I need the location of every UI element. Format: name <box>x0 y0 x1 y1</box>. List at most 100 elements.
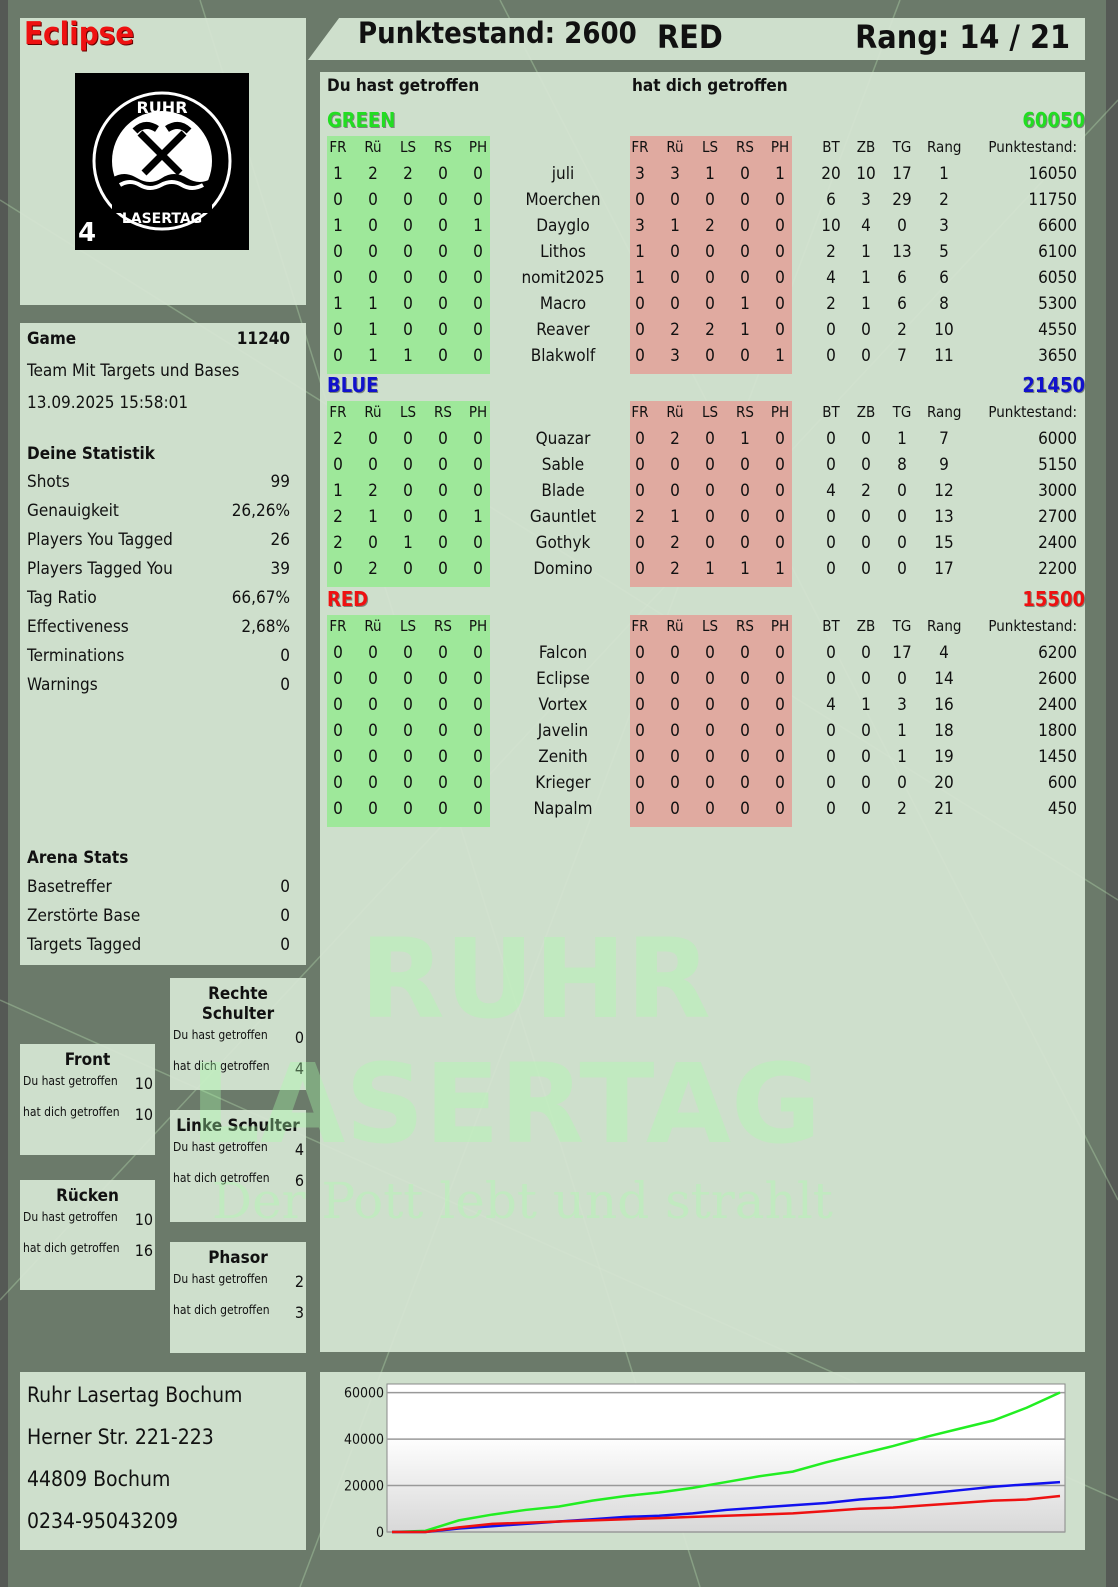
stat-cell: 0 <box>897 559 907 579</box>
zone-hit-label: Du hast getroffen <box>23 1210 118 1224</box>
got-cell: 0 <box>775 799 785 819</box>
hit-cell: 0 <box>403 669 413 689</box>
zone-got-value: 4 <box>294 1059 304 1078</box>
got-cell: 1 <box>705 164 715 184</box>
address-line: Ruhr Lasertag Bochum <box>27 1383 243 1407</box>
column-header: RS <box>434 403 452 421</box>
got-column-bg <box>630 401 792 587</box>
hit-cell: 0 <box>438 669 448 689</box>
hit-cell: 0 <box>438 643 448 663</box>
got-cell: 0 <box>740 164 750 184</box>
player-name-cell: Blade <box>541 481 585 501</box>
score-cell: 2600 <box>1038 669 1077 689</box>
hit-cell: 1 <box>368 507 378 527</box>
score-cell: 11750 <box>1028 190 1077 210</box>
hit-cell: 0 <box>438 695 448 715</box>
stat-cell: 11 <box>934 346 954 366</box>
stat-label: Effectiveness <box>27 617 129 637</box>
score-cell: 6000 <box>1038 429 1077 449</box>
column-header: ZB <box>856 403 876 421</box>
got-cell: 0 <box>775 773 785 793</box>
series-line-0 <box>391 1391 1061 1534</box>
column-header: Punktestand: <box>988 403 1077 421</box>
player-name-cell: Reaver <box>536 320 590 340</box>
hit-cell: 0 <box>368 695 378 715</box>
hit-cell: 1 <box>333 216 343 236</box>
hit-cell: 0 <box>473 320 483 340</box>
column-header: LS <box>399 403 417 421</box>
got-cell: 0 <box>635 294 645 314</box>
arena-value: 0 <box>280 935 290 955</box>
got-section-label: hat dich getroffen <box>632 76 788 96</box>
hit-cell: 0 <box>333 268 343 288</box>
zone-got-label: hat dich getroffen <box>23 1105 120 1119</box>
player-name-cell: Domino <box>533 559 593 579</box>
team-blue-title: BLUE <box>327 373 379 397</box>
column-header: FR <box>329 138 347 156</box>
stat-cell: 0 <box>861 455 871 475</box>
hit-cell: 0 <box>438 190 448 210</box>
hit-cell: 0 <box>368 455 378 475</box>
column-header: RS <box>434 138 452 156</box>
player-team: RED <box>657 18 723 56</box>
player-name-cell: nomit2025 <box>521 268 605 288</box>
arena-label: Basetreffer <box>27 877 112 897</box>
stat-cell: 16 <box>934 695 954 715</box>
hit-cell: 0 <box>438 268 448 288</box>
hit-cell: 0 <box>403 320 413 340</box>
hit-cell: 1 <box>368 320 378 340</box>
stat-cell: 0 <box>861 507 871 527</box>
got-cell: 0 <box>670 799 680 819</box>
stat-cell: 6 <box>897 294 907 314</box>
stat-cell: 12 <box>934 481 954 501</box>
stat-cell: 0 <box>826 429 836 449</box>
got-cell: 1 <box>740 320 750 340</box>
hit-cell: 0 <box>403 429 413 449</box>
stat-cell: 0 <box>826 320 836 340</box>
plot-area <box>386 1383 1066 1533</box>
zone-title: Front <box>64 1050 111 1070</box>
score-cell: 6050 <box>1038 268 1077 288</box>
stat-row: Warnings 0 <box>27 675 290 695</box>
got-cell: 1 <box>775 559 785 579</box>
zone-hit-value: 0 <box>294 1028 304 1047</box>
game-stats-panel <box>20 323 306 965</box>
score-cell: 6100 <box>1038 242 1077 262</box>
hit-cell: 0 <box>438 164 448 184</box>
stat-value: 0 <box>280 675 290 695</box>
hit-cell: 0 <box>438 559 448 579</box>
hit-cell: 0 <box>403 294 413 314</box>
stat-cell: 0 <box>861 320 871 340</box>
stat-cell: 0 <box>826 643 836 663</box>
score-cell: 1800 <box>1038 721 1077 741</box>
watermark-slogan: Der Pott lebt und strahlt <box>212 1172 833 1230</box>
stat-cell: 1 <box>861 294 871 314</box>
column-header: RS <box>736 403 754 421</box>
got-cell: 0 <box>740 346 750 366</box>
zone-got-label: hat dich getroffen <box>23 1241 120 1255</box>
player-name-cell: Zenith <box>538 747 588 767</box>
stat-cell: 3 <box>861 190 871 210</box>
got-cell: 2 <box>705 216 715 236</box>
zone-title: Rechte Schulter <box>201 984 275 1024</box>
hit-cell: 2 <box>333 507 343 527</box>
got-cell: 0 <box>775 190 785 210</box>
stat-cell: 3 <box>897 695 907 715</box>
stat-value: 66,67% <box>231 588 290 608</box>
hit-cell: 0 <box>333 320 343 340</box>
column-header: Punktestand: <box>988 138 1077 156</box>
stat-cell: 17 <box>934 559 954 579</box>
hit-cell: 2 <box>403 164 413 184</box>
stat-cell: 14 <box>934 669 954 689</box>
got-cell: 0 <box>740 695 750 715</box>
arena-row: Zerstörte Base 0 <box>27 906 290 926</box>
stats-title: Deine Statistik <box>27 444 155 464</box>
hit-cell: 0 <box>438 799 448 819</box>
hit-cell: 0 <box>473 799 483 819</box>
player-name-cell: Macro <box>539 294 587 314</box>
zone-got-label: hat dich getroffen <box>173 1059 270 1073</box>
y-tick-label: 0 <box>376 1525 384 1541</box>
hit-cell: 0 <box>473 190 483 210</box>
stat-cell: 15 <box>934 533 954 553</box>
got-cell: 0 <box>635 559 645 579</box>
